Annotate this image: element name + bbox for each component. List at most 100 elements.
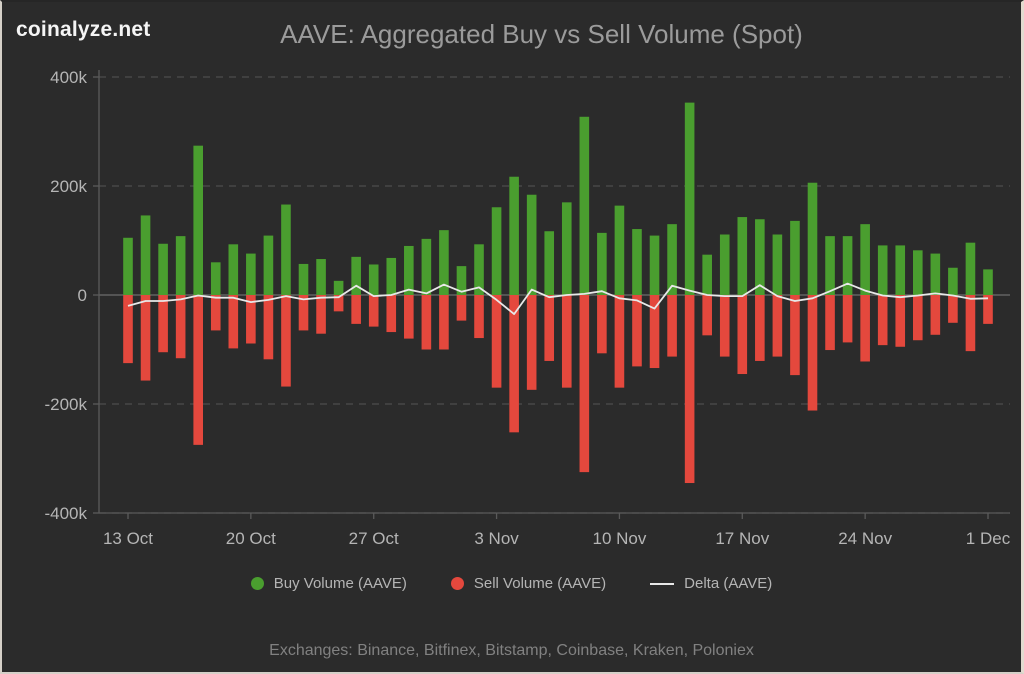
sell-bar-30-Nov[interactable] <box>965 295 976 352</box>
buy-bar-22-Nov[interactable] <box>825 236 835 295</box>
buy-bar-19-Oct[interactable] <box>228 244 239 295</box>
sell-bar-13-Oct[interactable] <box>123 295 133 364</box>
sell-bar-17-Nov[interactable] <box>737 295 748 375</box>
buy-bar-23-Oct[interactable] <box>298 263 309 295</box>
sell-bar-19-Oct[interactable] <box>228 295 239 349</box>
sell-bar-10-Nov[interactable] <box>614 295 625 388</box>
buy-bar-8-Nov[interactable] <box>579 116 590 295</box>
sell-bar-28-Nov[interactable] <box>930 295 941 335</box>
buy-bar-28-Nov[interactable] <box>930 253 941 295</box>
sell-bar-13-Nov[interactable] <box>667 295 677 357</box>
buy-bar-26-Oct[interactable] <box>351 256 361 295</box>
sell-bar-26-Oct[interactable] <box>351 295 361 324</box>
buy-bar-13-Nov[interactable] <box>667 224 677 295</box>
legend-item-sell-volume[interactable]: Sell Volume (AAVE) <box>450 575 606 592</box>
sell-bar-18-Nov[interactable] <box>755 295 765 361</box>
sell-bar-27-Nov[interactable] <box>912 295 923 341</box>
sell-bar-17-Oct[interactable] <box>193 295 204 445</box>
sell-bar-21-Oct[interactable] <box>263 295 274 360</box>
sell-bar-23-Nov[interactable] <box>842 295 853 343</box>
sell-bar-27-Oct[interactable] <box>368 295 379 327</box>
buy-bar-31-Oct[interactable] <box>439 230 449 295</box>
buy-bar-14-Oct[interactable] <box>140 215 151 295</box>
sell-bar-1-Nov[interactable] <box>456 295 467 321</box>
sell-bar-16-Oct[interactable] <box>175 295 186 359</box>
buy-bar-16-Oct[interactable] <box>175 236 186 295</box>
sell-bar-29-Oct[interactable] <box>404 295 414 339</box>
sell-bar-25-Nov[interactable] <box>877 295 888 346</box>
sell-bar-14-Nov[interactable] <box>684 295 695 484</box>
sell-bar-24-Oct[interactable] <box>316 295 326 334</box>
buy-bar-15-Nov[interactable] <box>702 254 712 295</box>
buy-bar-20-Nov[interactable] <box>790 220 800 295</box>
sell-bar-6-Nov[interactable] <box>544 295 555 361</box>
sell-bar-20-Nov[interactable] <box>790 295 800 376</box>
buy-bar-23-Nov[interactable] <box>842 236 853 295</box>
sell-bar-9-Nov[interactable] <box>597 295 607 354</box>
buy-bar-28-Oct[interactable] <box>386 257 397 295</box>
buy-bar-3-Nov[interactable] <box>491 207 502 295</box>
buy-bar-24-Oct[interactable] <box>316 259 326 295</box>
buy-bar-11-Nov[interactable] <box>632 229 642 295</box>
sell-bar-7-Nov[interactable] <box>561 295 572 388</box>
legend-item-buy-volume[interactable]: Buy Volume (AAVE) <box>250 575 407 592</box>
sell-bar-26-Nov[interactable] <box>895 295 906 347</box>
buy-bar-27-Oct[interactable] <box>368 264 379 295</box>
buy-bar-24-Nov[interactable] <box>860 224 870 295</box>
sell-bar-14-Oct[interactable] <box>140 295 151 381</box>
sell-bar-16-Nov[interactable] <box>719 295 730 357</box>
buy-bar-4-Nov[interactable] <box>509 176 519 295</box>
sell-bar-23-Oct[interactable] <box>298 295 309 331</box>
sell-bar-22-Oct[interactable] <box>281 295 291 387</box>
buy-bar-17-Oct[interactable] <box>193 145 204 295</box>
sell-bar-12-Nov[interactable] <box>649 295 660 369</box>
sell-bar-1-Dec[interactable] <box>983 295 993 324</box>
sell-bar-3-Nov[interactable] <box>491 295 502 388</box>
buy-bar-14-Nov[interactable] <box>684 102 695 295</box>
buy-bar-19-Nov[interactable] <box>772 234 783 295</box>
sell-bar-25-Oct[interactable] <box>333 295 344 312</box>
buy-bar-21-Nov[interactable] <box>807 182 818 295</box>
sell-bar-29-Nov[interactable] <box>948 295 958 323</box>
buy-bar-20-Oct[interactable] <box>246 253 256 295</box>
sell-bar-19-Nov[interactable] <box>772 295 783 357</box>
sell-bar-20-Oct[interactable] <box>246 295 256 344</box>
buy-bar-18-Oct[interactable] <box>210 262 221 295</box>
buy-bar-22-Oct[interactable] <box>281 204 291 295</box>
coinalyze-logo[interactable]: coinalyze.net <box>16 18 151 41</box>
buy-bar-25-Nov[interactable] <box>877 245 888 295</box>
buy-bar-18-Nov[interactable] <box>755 219 765 295</box>
buy-bar-16-Nov[interactable] <box>719 234 730 295</box>
buy-bar-5-Nov[interactable] <box>526 194 537 295</box>
sell-bar-30-Oct[interactable] <box>421 295 432 350</box>
buy-bar-30-Oct[interactable] <box>421 238 432 295</box>
buy-bar-15-Oct[interactable] <box>158 243 168 295</box>
buy-bar-29-Oct[interactable] <box>404 245 414 295</box>
buy-bar-27-Nov[interactable] <box>912 250 923 295</box>
buy-bar-1-Nov[interactable] <box>456 266 467 295</box>
sell-bar-22-Nov[interactable] <box>825 295 835 351</box>
buy-bar-1-Dec[interactable] <box>983 269 993 295</box>
sell-bar-28-Oct[interactable] <box>386 295 397 333</box>
sell-bar-21-Nov[interactable] <box>807 295 818 411</box>
sell-bar-5-Nov[interactable] <box>526 295 537 390</box>
volume-chart-canvas[interactable]: 400k 200k 0 -200k -400k 13 Oct 20 Oct 27 Oct 3 N… <box>2 60 1024 572</box>
sell-bar-15-Oct[interactable] <box>158 295 168 353</box>
sell-bar-4-Nov[interactable] <box>509 295 519 433</box>
buy-bar-10-Nov[interactable] <box>614 205 625 295</box>
buy-bar-26-Nov[interactable] <box>895 245 906 295</box>
buy-bar-17-Nov[interactable] <box>737 217 748 295</box>
sell-bar-2-Nov[interactable] <box>474 295 484 339</box>
buy-bar-12-Nov[interactable] <box>649 235 660 295</box>
sell-bar-8-Nov[interactable] <box>579 295 590 473</box>
sell-bar-15-Nov[interactable] <box>702 295 712 336</box>
buy-bar-7-Nov[interactable] <box>561 202 572 295</box>
buy-bar-21-Oct[interactable] <box>263 235 274 295</box>
sell-bar-24-Nov[interactable] <box>860 295 870 362</box>
legend-item-delta[interactable]: Delta (AAVE) <box>650 575 772 592</box>
buy-bar-25-Oct[interactable] <box>333 280 344 295</box>
buy-bar-2-Nov[interactable] <box>474 244 484 295</box>
buy-bar-29-Nov[interactable] <box>948 267 958 295</box>
sell-bar-11-Nov[interactable] <box>632 295 642 367</box>
sell-bar-18-Oct[interactable] <box>210 295 221 331</box>
